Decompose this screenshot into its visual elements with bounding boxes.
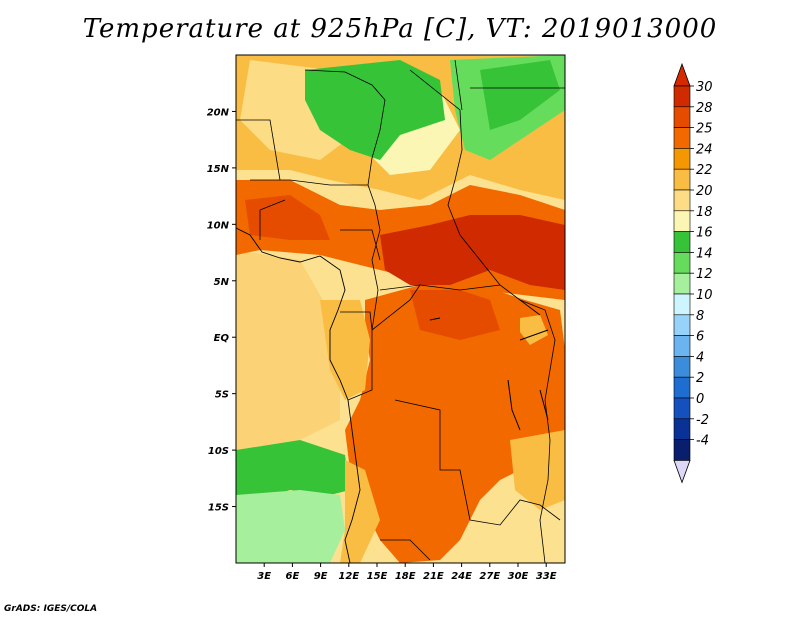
temperature-field (236, 55, 565, 563)
colorbar-label: -2 (696, 413, 709, 428)
colorbar-label: 12 (696, 267, 713, 282)
colorbar-label: 6 (696, 330, 704, 345)
colorbar-swatch (673, 252, 691, 274)
coastal-mild (320, 300, 370, 400)
colorbar-label: 14 (696, 246, 713, 261)
northern-green-ne (480, 60, 560, 130)
country-borders (236, 59, 565, 563)
colorbar-swatch (673, 356, 691, 378)
colorbar-label: 4 (696, 350, 704, 365)
colorbar-swatch (673, 148, 691, 170)
colorbar-swatch (673, 293, 691, 316)
y-tick-label: 5N (214, 277, 230, 288)
sahel-veryhot-west (245, 195, 330, 240)
colorbar-label: 20 (696, 184, 713, 199)
colorbar-swatch (673, 85, 691, 108)
chart-title: Temperature at 925hPa [C], VT: 201901300… (82, 14, 718, 44)
colorbar-label: 24 (696, 142, 713, 157)
colorbar-label: 25 (696, 122, 713, 137)
y-tick-label: 20N (207, 107, 230, 118)
colorbar-label: 0 (696, 392, 704, 407)
colorbar-swatch (673, 272, 691, 295)
colorbar-label: -4 (696, 434, 709, 449)
northern-green (305, 60, 445, 160)
x-tick-label: 12E (338, 571, 359, 582)
x-tick-label: 21E (423, 571, 444, 582)
colorbar-bottom-triangle (673, 459, 691, 484)
colorbar-label: 30 (696, 80, 713, 95)
x-tick-label: 15E (367, 571, 388, 582)
latitude-ticks: 20N 15N 10N 5N EQ 5S 10S 15S (207, 107, 236, 514)
x-tick-label: 3E (257, 571, 271, 582)
y-tick-label: 15S (208, 503, 229, 514)
colorbar-swatch (673, 418, 691, 440)
x-tick-label: 33E (536, 571, 557, 582)
x-tick-label: 18E (395, 571, 416, 582)
x-tick-label: 30E (508, 571, 529, 582)
colorbar-label: 22 (696, 163, 713, 178)
colorbar-label: 28 (696, 101, 713, 116)
colorbar-swatch (673, 397, 691, 420)
y-tick-label: EQ (214, 333, 230, 344)
congo-veryhot (410, 290, 500, 340)
colorbar-swatch (673, 231, 691, 253)
colorbar-label: 18 (696, 205, 713, 220)
y-tick-label: 10N (207, 220, 230, 231)
grads-credit: GrADS: IGES/COLA (4, 604, 98, 614)
colorbar-swatch (673, 314, 691, 336)
southwest-lightgreen (236, 490, 345, 563)
y-tick-label: 15N (207, 164, 230, 175)
colorbar-swatch (673, 335, 691, 357)
colorbar-swatch (673, 168, 691, 191)
x-tick-label: 9E (314, 571, 328, 582)
congo-hot (345, 285, 565, 563)
southeast-mild (510, 430, 565, 510)
colorbar-label: 16 (696, 226, 713, 241)
x-tick-label: 24E (451, 571, 472, 582)
southwest-green (236, 440, 350, 500)
colorbar-label: 2 (696, 371, 704, 386)
colorbar-swatch (673, 189, 691, 212)
lakes (429, 317, 549, 431)
colorbar-label: 10 (696, 288, 713, 303)
x-tick-label: 6E (286, 571, 300, 582)
coastline (236, 227, 361, 563)
central-veryhot (380, 215, 565, 290)
colorbar-swatch (673, 106, 691, 128)
map-frame (235, 54, 566, 564)
namibia-mild (340, 460, 380, 563)
colorbar-swatch (673, 210, 691, 232)
longitude-ticks: 3E 6E 9E 12E 15E 18E 21E 24E 27E 30E 33E (257, 563, 557, 582)
y-tick-label: 5S (215, 390, 229, 401)
colorbar-swatch (673, 376, 691, 399)
ocean-warm-band (236, 250, 340, 450)
colorbar-label: 8 (696, 309, 704, 324)
colorbar-swatch (673, 127, 691, 149)
y-tick-label: 10S (208, 446, 229, 457)
x-tick-label: 27E (479, 571, 500, 582)
colorbar-swatch (673, 439, 691, 461)
colorbar-top-triangle (673, 62, 691, 87)
